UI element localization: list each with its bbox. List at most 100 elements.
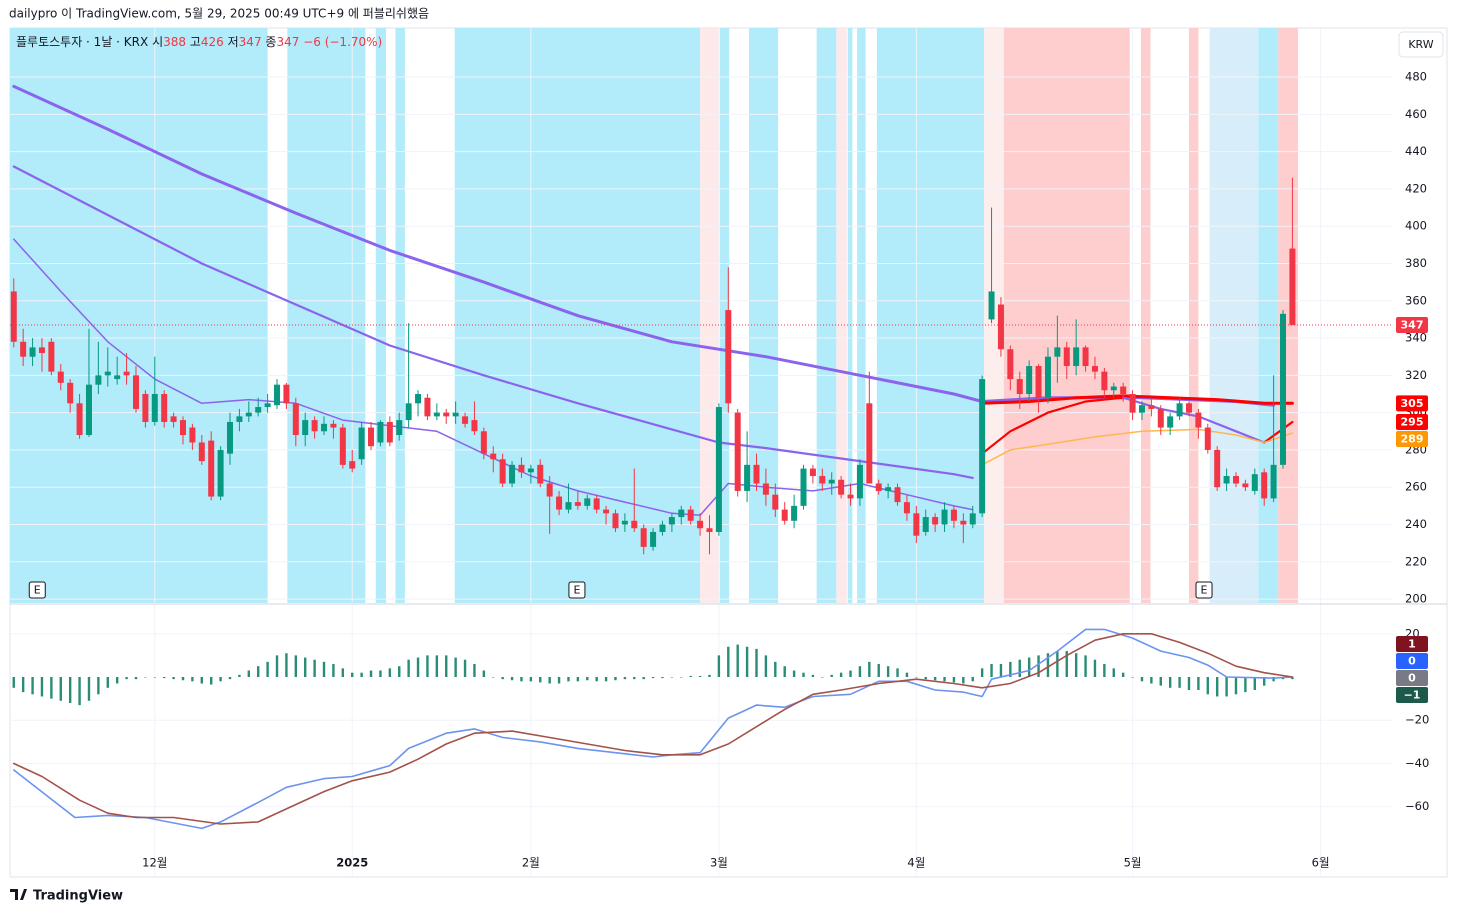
- currency-label[interactable]: KRW: [1408, 38, 1433, 51]
- histogram-bar: [388, 668, 392, 677]
- moving-average: [980, 394, 1294, 405]
- price-tag-box: [1396, 430, 1428, 447]
- indicator-tag: 0: [1408, 672, 1416, 685]
- histogram-bar: [623, 677, 627, 680]
- y-tick-label: 420: [1405, 181, 1427, 195]
- x-tick-label: 12월: [142, 856, 167, 870]
- histogram-bar: [200, 677, 203, 684]
- event-marker: [568, 581, 586, 599]
- candle-body: [462, 416, 469, 424]
- candle-body: [1176, 403, 1183, 417]
- histogram-bar: [962, 677, 965, 684]
- candle-body: [509, 464, 516, 484]
- candle-body: [132, 375, 139, 409]
- caption: dailypro 이 TradingView.com, 5월 29, 2025 …: [9, 7, 429, 21]
- background-band: [1209, 28, 1259, 603]
- y-tick-label: −60: [1405, 799, 1429, 813]
- macd-line: [13, 633, 1294, 825]
- histogram-bar: [162, 677, 166, 679]
- indicator-tag-box: [1396, 653, 1428, 669]
- candle-body: [875, 483, 882, 491]
- histogram-bar: [1262, 677, 1266, 686]
- candle-body: [772, 494, 779, 510]
- candle-body: [499, 459, 506, 484]
- histogram-bar: [1197, 677, 1200, 690]
- candle-body: [452, 412, 459, 417]
- histogram-bar: [172, 677, 175, 680]
- y-tick-label: 380: [1405, 256, 1427, 270]
- background-band: [1003, 28, 1130, 603]
- candle-body: [85, 384, 92, 436]
- histogram-bar: [1103, 664, 1106, 677]
- indicator-tag: −1: [1404, 689, 1421, 702]
- candle-body: [358, 427, 365, 460]
- candle-body: [565, 502, 572, 510]
- candle-body: [471, 420, 478, 432]
- candle-body: [856, 464, 863, 499]
- candle-body: [828, 479, 835, 484]
- background-band: [857, 28, 866, 603]
- candle-body: [1073, 347, 1080, 367]
- histogram-bar: [952, 677, 956, 683]
- x-tick-label: 3월: [710, 856, 728, 870]
- candle-body: [988, 291, 995, 320]
- histogram-bar: [369, 670, 373, 677]
- histogram-bar: [548, 677, 551, 684]
- candle-body: [1101, 371, 1108, 391]
- y-tick-label: 260: [1405, 480, 1427, 494]
- currency-button-box[interactable]: [1398, 31, 1444, 58]
- price-tag: 289: [1401, 432, 1424, 445]
- background-band: [816, 28, 837, 603]
- legend-low-label: 저: [228, 35, 239, 49]
- candle-body: [1063, 347, 1070, 367]
- indicator-tag-box: [1396, 636, 1428, 652]
- candle-body: [1157, 408, 1164, 428]
- histogram-bar: [839, 672, 843, 677]
- histogram-bar: [567, 677, 570, 682]
- candle-body: [546, 483, 553, 497]
- legend-high: 426: [201, 35, 224, 49]
- histogram-bar: [1225, 677, 1228, 697]
- histogram-bar: [304, 657, 307, 677]
- x-tick-label: 5월: [1124, 856, 1142, 870]
- histogram-bar: [1215, 677, 1219, 697]
- y-tick-label: 460: [1405, 107, 1427, 121]
- candle-body: [537, 464, 544, 484]
- histogram-bar: [134, 677, 138, 680]
- histogram-bar: [463, 659, 467, 677]
- candle-body: [697, 520, 704, 529]
- histogram-bar: [1253, 677, 1256, 690]
- moving-average: [981, 428, 1294, 466]
- background-band: [876, 28, 985, 603]
- histogram-bar: [351, 672, 354, 677]
- candle-body: [1016, 379, 1023, 394]
- histogram-bar: [868, 661, 871, 677]
- candle-body: [960, 520, 967, 525]
- histogram-bar: [764, 655, 768, 677]
- indicator-tag-box: [1396, 670, 1428, 686]
- x-tick-label: 2월: [522, 856, 540, 870]
- macd-line: [13, 628, 1294, 830]
- histogram-bar: [980, 668, 984, 677]
- candle-body: [349, 461, 356, 469]
- candle-body: [762, 483, 769, 495]
- candle-body: [424, 397, 431, 417]
- histogram-bar: [698, 675, 702, 677]
- histogram-bar: [238, 674, 241, 677]
- candle-body: [311, 420, 318, 432]
- candle-body: [527, 468, 534, 473]
- histogram-bar: [115, 677, 119, 684]
- histogram-bar: [68, 677, 72, 703]
- currency-button[interactable]: KRW: [1398, 31, 1444, 58]
- histogram-bar: [322, 661, 326, 677]
- histogram-bar: [313, 659, 316, 677]
- histogram-bar: [539, 677, 542, 683]
- candle-body: [1110, 386, 1117, 391]
- candle-body: [932, 517, 939, 525]
- histogram-bar: [1037, 655, 1040, 677]
- histogram-bar: [670, 677, 674, 678]
- candle-body: [10, 291, 17, 342]
- candle-body: [170, 416, 177, 422]
- candle-body: [198, 442, 205, 462]
- legend-symbol: 플루토스투자 · 1날 · KRX: [16, 35, 148, 49]
